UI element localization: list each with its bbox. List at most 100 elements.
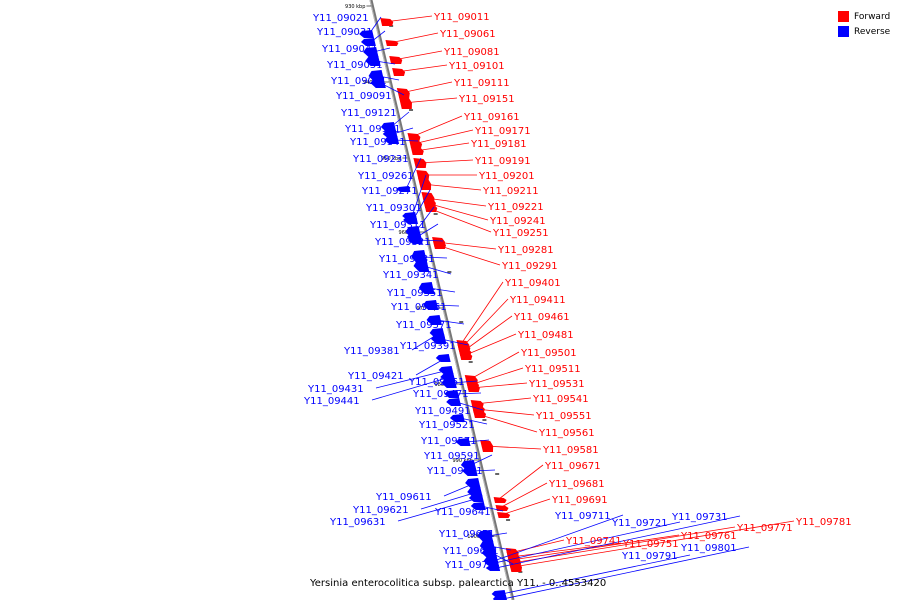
gene-label-Y11_09651[interactable]: Y11_09651	[438, 529, 495, 540]
gene-label-Y11_09561[interactable]: Y11_09561	[538, 428, 595, 439]
gene-label-Y11_09081[interactable]: Y11_09081	[443, 47, 500, 58]
gene-arrow-Y11_09731[interactable]	[485, 565, 501, 571]
gene-label-Y11_09091[interactable]: Y11_09091	[335, 91, 392, 102]
gene-label-Y11_09281[interactable]: Y11_09281	[497, 245, 554, 256]
gene-arrow-Y11_09431[interactable]	[438, 366, 454, 374]
gene-label-Y11_09461[interactable]: Y11_09461	[513, 312, 570, 323]
gene-label-Y11_09161[interactable]: Y11_09161	[463, 112, 520, 123]
gene-arrow-Y11_09641[interactable]	[470, 502, 486, 510]
gene-arrow-Y11_09361[interactable]	[423, 300, 439, 310]
gene-arrow-Y11_09081[interactable]	[389, 56, 403, 64]
gene-label-Y11_09441[interactable]: Y11_09441	[303, 396, 360, 407]
gene-arrow-Y11_09041[interactable]	[363, 47, 379, 57]
gene-label-Y11_09271[interactable]: Y11_09271	[361, 186, 418, 197]
gene-label-Y11_09301[interactable]: Y11_09301	[365, 203, 422, 214]
gene-label-Y11_09041[interactable]: Y11_09041	[321, 44, 378, 55]
gene-arrow-Y11_09141[interactable]	[384, 136, 400, 144]
gene-label-Y11_09691[interactable]: Y11_09691	[551, 495, 608, 506]
gene-label-Y11_09481[interactable]: Y11_09481	[517, 330, 574, 341]
gene-arrow-Y11_09171[interactable]	[409, 140, 423, 148]
gene-label-Y11_09521[interactable]: Y11_09521	[418, 420, 475, 431]
gene-label-Y11_09361[interactable]: Y11_09361	[390, 302, 447, 313]
gene-label-Y11_09681[interactable]: Y11_09681	[548, 479, 605, 490]
gene-label-Y11_09491[interactable]: Y11_09491	[414, 406, 471, 417]
gene-label-Y11_09391[interactable]: Y11_09391	[399, 341, 456, 352]
gene-label-Y11_09761[interactable]: Y11_09761	[680, 531, 737, 542]
gene-label-Y11_09111[interactable]: Y11_09111	[453, 78, 510, 89]
gene-label-Y11_09751[interactable]: Y11_09751	[622, 539, 679, 550]
gene-label-Y11_09121[interactable]: Y11_09121	[340, 108, 397, 119]
gene-arrow-Y11_09061[interactable]	[385, 40, 399, 46]
gene-label-Y11_09341[interactable]: Y11_09341	[382, 270, 439, 281]
gene-arrow-Y11_09451[interactable]	[441, 378, 457, 388]
gene-label-Y11_09721[interactable]: Y11_09721	[611, 518, 668, 529]
gene-label-Y11_09021[interactable]: Y11_09021	[312, 13, 369, 24]
gene-label-Y11_09431[interactable]: Y11_09431	[307, 384, 364, 395]
gene-label-Y11_09221[interactable]: Y11_09221	[487, 202, 544, 213]
gene-label-Y11_09231[interactable]: Y11_09231	[352, 154, 409, 165]
gene-label-Y11_09801[interactable]: Y11_09801	[680, 543, 737, 554]
gene-arrow-Y11_09681[interactable]	[495, 505, 509, 511]
gene-label-Y11_09191[interactable]: Y11_09191	[474, 156, 531, 167]
gene-arrow-Y11_09491[interactable]	[446, 398, 462, 406]
gene-label-Y11_09061[interactable]: Y11_09061	[439, 29, 496, 40]
gene-label-Y11_09321[interactable]: Y11_09321	[374, 237, 431, 248]
gene-label-Y11_09181[interactable]: Y11_09181	[470, 139, 527, 150]
gene-label-Y11_09741[interactable]: Y11_09741	[565, 536, 622, 547]
gene-label-Y11_09251[interactable]: Y11_09251	[492, 228, 549, 239]
gene-arrow-Y11_09341[interactable]	[413, 260, 430, 272]
gene-label-Y11_09421[interactable]: Y11_09421	[347, 371, 404, 382]
gene-arrow-Y11_09571[interactable]	[455, 438, 471, 446]
gene-label-Y11_09331[interactable]: Y11_09331	[378, 254, 435, 265]
gene-label-Y11_09031[interactable]: Y11_09031	[316, 27, 373, 38]
gene-label-Y11_09401[interactable]: Y11_09401	[504, 278, 561, 289]
gene-arrow-Y11_09701[interactable]	[481, 548, 498, 558]
gene-label-Y11_09551[interactable]: Y11_09551	[535, 411, 592, 422]
gene-label-Y11_09631[interactable]: Y11_09631	[329, 517, 386, 528]
gene-label-Y11_09771[interactable]: Y11_09771	[736, 523, 793, 534]
gene-label-Y11_09311[interactable]: Y11_09311	[369, 220, 426, 231]
gene-label-Y11_09601[interactable]: Y11_09601	[426, 466, 483, 477]
gene-label-Y11_09611[interactable]: Y11_09611	[375, 492, 432, 503]
gene-arrow-Y11_09601[interactable]	[462, 466, 478, 476]
gene-arrow-Y11_09721[interactable]	[484, 560, 499, 566]
gene-label-Y11_09241[interactable]: Y11_09241	[489, 216, 546, 227]
gene-label-Y11_09511[interactable]: Y11_09511	[524, 364, 581, 375]
gene-arrow-Y11_09651[interactable]	[477, 530, 494, 542]
gene-label-Y11_09291[interactable]: Y11_09291	[501, 261, 558, 272]
gene-label-Y11_09701[interactable]: Y11_09701	[444, 560, 501, 571]
gene-arrow-Y11_09031[interactable]	[360, 38, 376, 46]
gene-label-Y11_09071[interactable]: Y11_09071	[330, 76, 387, 87]
gene-label-Y11_09011[interactable]: Y11_09011	[433, 12, 490, 23]
gene-label-Y11_09261[interactable]: Y11_09261	[357, 171, 414, 182]
gene-label-Y11_09211[interactable]: Y11_09211	[482, 186, 539, 197]
gene-label-Y11_09791[interactable]: Y11_09791	[621, 551, 678, 562]
gene-arrow-Y11_09321[interactable]	[407, 236, 423, 244]
gene-label-Y11_09101[interactable]: Y11_09101	[448, 61, 505, 72]
gene-label-Y11_09131[interactable]: Y11_09131	[344, 124, 401, 135]
gene-label-Y11_09641[interactable]: Y11_09641	[434, 507, 491, 518]
gene-arrow-Y11_09521[interactable]	[449, 414, 465, 422]
gene-label-Y11_09621[interactable]: Y11_09621	[352, 505, 409, 516]
gene-label-Y11_09731[interactable]: Y11_09731	[671, 512, 728, 523]
gene-arrow-Y11_09471[interactable]	[444, 390, 460, 398]
gene-label-Y11_09711[interactable]: Y11_09711	[554, 511, 611, 522]
gene-label-Y11_09381[interactable]: Y11_09381	[343, 346, 400, 357]
gene-label-Y11_09451[interactable]: Y11_09451	[408, 377, 465, 388]
gene-arrow-Y11_09671[interactable]	[493, 497, 507, 503]
gene-arrow-Y11_09371[interactable]	[426, 315, 442, 325]
gene-arrow-Y11_09121[interactable]	[380, 122, 397, 132]
gene-label-Y11_09531[interactable]: Y11_09531	[528, 379, 585, 390]
gene-label-Y11_09471[interactable]: Y11_09471	[412, 389, 469, 400]
gene-arrow-Y11_09051[interactable]	[365, 56, 381, 66]
gene-label-Y11_09781[interactable]: Y11_09781	[795, 517, 852, 528]
gene-label-Y11_09151[interactable]: Y11_09151	[458, 94, 515, 105]
gene-label-Y11_09541[interactable]: Y11_09541	[532, 394, 589, 405]
gene-arrow-Y11_09111[interactable]	[396, 88, 410, 98]
gene-label-Y11_09661[interactable]: Y11_09661	[442, 546, 499, 557]
gene-label-Y11_09581[interactable]: Y11_09581	[542, 445, 599, 456]
gene-label-Y11_09501[interactable]: Y11_09501	[520, 348, 577, 359]
gene-label-Y11_09351[interactable]: Y11_09351	[386, 288, 443, 299]
gene-label-Y11_09141[interactable]: Y11_09141	[349, 137, 406, 148]
gene-arrow-Y11_09131[interactable]	[382, 130, 398, 138]
